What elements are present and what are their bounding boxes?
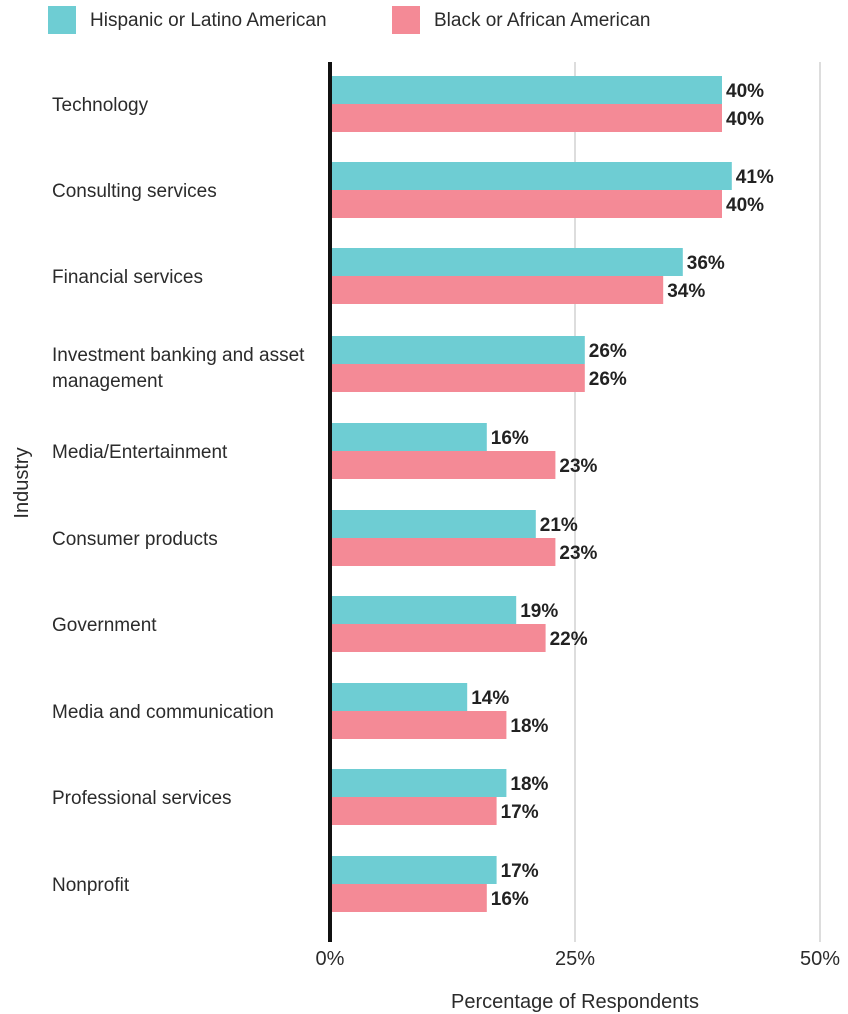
category-label: Financial services: [52, 267, 203, 288]
bar-black-african-american: [330, 538, 556, 566]
bar-hispanic-latino: [330, 769, 507, 797]
bar-value-label: 21%: [540, 515, 578, 536]
bar-hispanic-latino: [330, 596, 517, 624]
bar-hispanic-latino: [330, 510, 536, 538]
x-axis-ticks: 0% 25% 50%: [316, 948, 841, 970]
x-tick-label: 50%: [800, 948, 840, 970]
y-axis-title: Industry: [11, 447, 33, 518]
bar-hispanic-latino: [330, 856, 497, 884]
bar-value-label: 23%: [559, 456, 597, 477]
category-label: Investment banking and asset management: [52, 345, 305, 392]
bar-value-label: 26%: [589, 369, 627, 390]
category-label: Consumer products: [52, 529, 218, 550]
bar-black-african-american: [330, 624, 546, 652]
bar-value-label: 16%: [491, 889, 529, 910]
category-label: Nonprofit: [52, 875, 130, 896]
bar-value-label: 14%: [471, 688, 509, 709]
bar-value-label: 34%: [667, 281, 705, 302]
data-labels: 40% 40% 41% 40% 36% 34% 26% 26% 16% 23% 21% 23% 19% 2…: [471, 81, 774, 910]
category-label: Technology: [52, 95, 149, 116]
bar-hispanic-latino: [330, 162, 732, 190]
legend-label: Hispanic or Latino American: [90, 10, 327, 31]
x-tick-label: 25%: [555, 948, 595, 970]
bar-value-label: 18%: [510, 774, 548, 795]
bar-value-label: 18%: [510, 716, 548, 737]
bar-value-label: 23%: [559, 543, 597, 564]
category-label: Consulting services: [52, 181, 217, 202]
bar-hispanic-latino: [330, 683, 468, 711]
bars: [330, 76, 732, 912]
category-label: Government: [52, 615, 157, 636]
bar-hispanic-latino: [330, 76, 722, 104]
legend: Hispanic or Latino American Black or Afri…: [48, 6, 650, 34]
bar-black-african-american: [330, 711, 507, 739]
legend-swatch: [48, 6, 76, 34]
bar-black-african-american: [330, 364, 585, 392]
bar-black-african-american: [330, 797, 497, 825]
bar-value-label: 22%: [550, 629, 588, 650]
bar-value-label: 41%: [736, 167, 774, 188]
bar-value-label: 17%: [501, 861, 539, 882]
legend-swatch: [392, 6, 420, 34]
bar-value-label: 36%: [687, 253, 725, 274]
category-label: Media/Entertainment: [52, 442, 228, 463]
bar-hispanic-latino: [330, 248, 683, 276]
legend-label: Black or African American: [434, 10, 650, 31]
bar-hispanic-latino: [330, 336, 585, 364]
bar-value-label: 17%: [501, 802, 539, 823]
category-label: Professional services: [52, 788, 232, 809]
bar-black-african-american: [330, 451, 556, 479]
x-axis-title: Percentage of Respondents: [451, 991, 699, 1013]
category-label: Media and communication: [52, 702, 274, 723]
bar-value-label: 40%: [726, 109, 764, 130]
x-tick-label: 0%: [316, 948, 345, 970]
bar-black-african-american: [330, 190, 722, 218]
category-labels: Technology Consulting services Financial s…: [52, 95, 305, 896]
bar-black-african-american: [330, 276, 664, 304]
bar-value-label: 40%: [726, 81, 764, 102]
bar-black-african-american: [330, 104, 722, 132]
bar-value-label: 40%: [726, 195, 764, 216]
bar-hispanic-latino: [330, 423, 487, 451]
bar-value-label: 16%: [491, 428, 529, 449]
bar-value-label: 19%: [520, 601, 558, 622]
bar-black-african-american: [330, 884, 487, 912]
bar-value-label: 26%: [589, 341, 627, 362]
